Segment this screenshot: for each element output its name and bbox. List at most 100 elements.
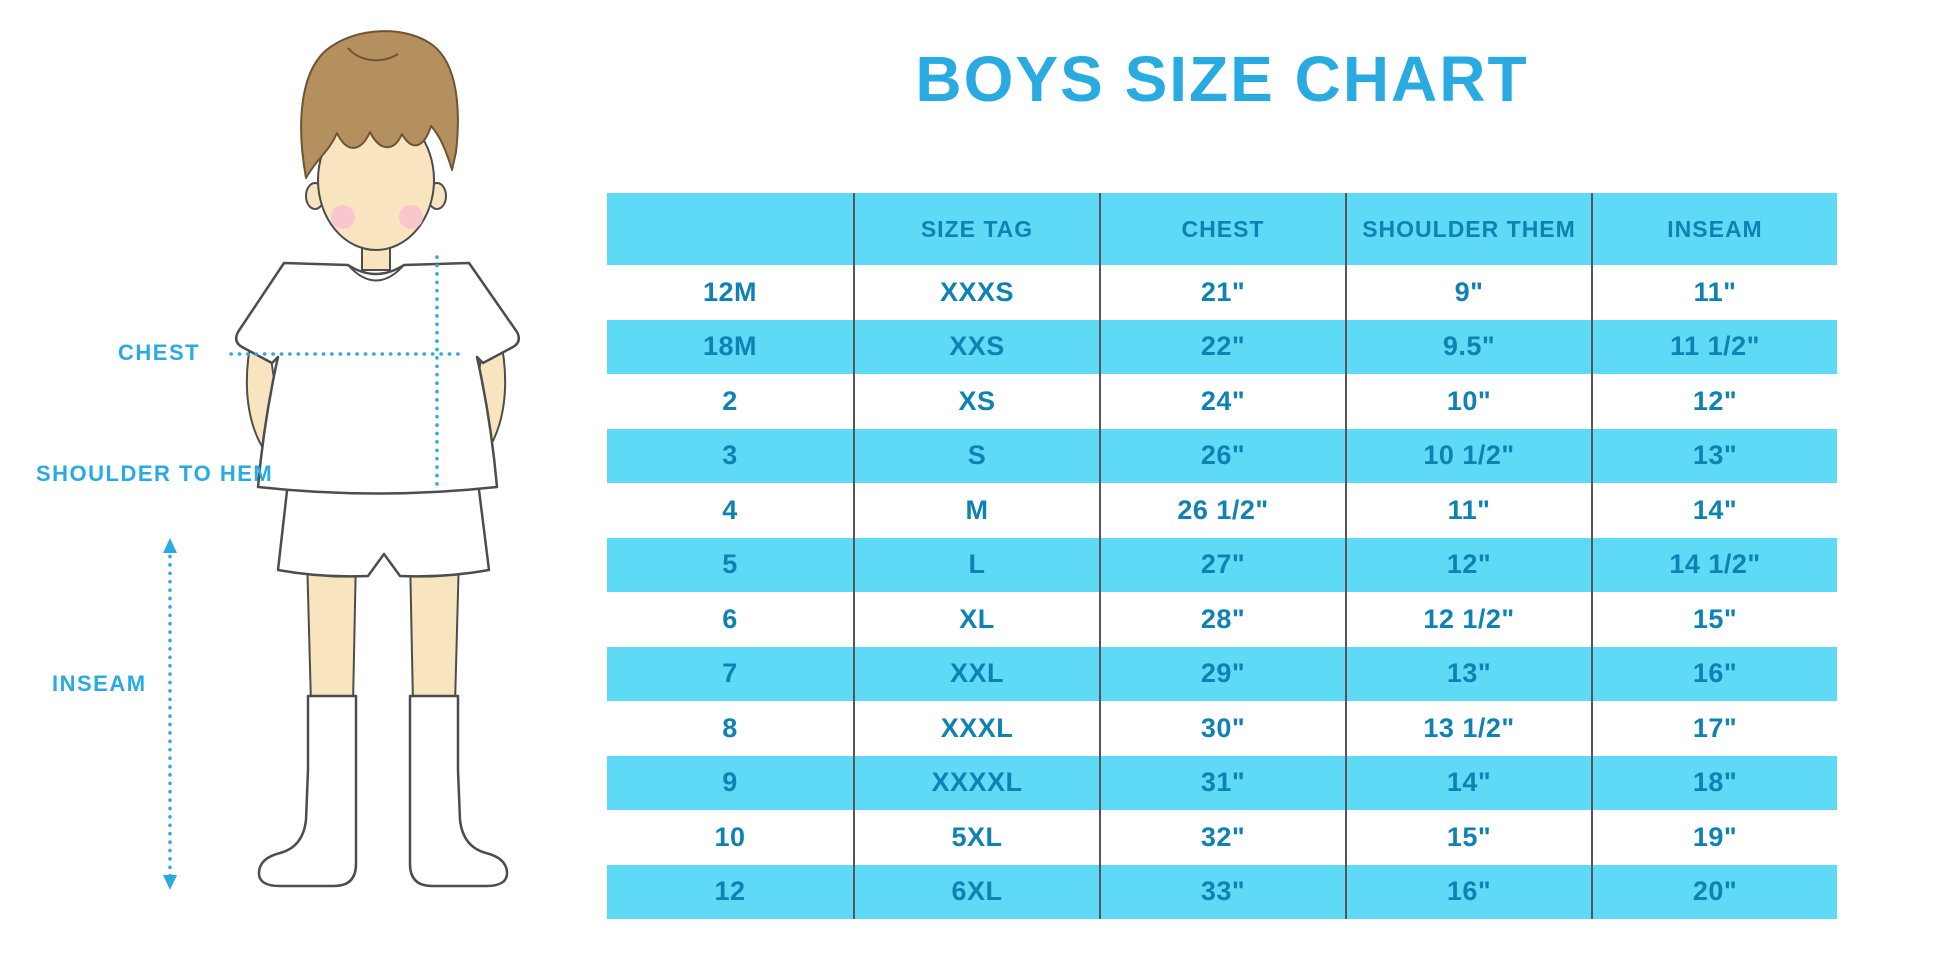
table-cell: S: [853, 428, 1099, 483]
table-cell: 13": [1591, 428, 1837, 483]
table-cell: 8: [722, 712, 738, 743]
column-header: INSEAM: [1591, 193, 1837, 265]
table-cell: 33": [1099, 864, 1345, 919]
table-cell: 13": [1345, 646, 1591, 701]
table-cell: 31": [1099, 755, 1345, 810]
table-cell: 18M: [702, 331, 758, 362]
table-cell: 15": [1345, 810, 1591, 865]
table-cell: 27": [1099, 537, 1345, 592]
boy-left-sock: [257, 694, 358, 888]
table-cell: 19": [1591, 810, 1837, 865]
table-row: 2 XS 24" 10" 12": [607, 374, 1837, 429]
table-cell: 9: [722, 767, 738, 798]
table-cell: 10 1/2": [1345, 428, 1591, 483]
table-cell: 17": [1591, 701, 1837, 756]
column-header: SIZE TAG: [853, 193, 1099, 265]
inseam-arrow-top-icon: [163, 538, 177, 553]
table-cell: 21": [1099, 265, 1345, 320]
table-cell: XXXS: [853, 265, 1099, 320]
table-cell: 16": [1591, 646, 1837, 701]
table-cell: XXS: [853, 319, 1099, 374]
boy-right-cheek: [399, 205, 423, 229]
table-row: 18M XXS 22" 9.5" 11 1/2": [607, 319, 1837, 374]
table-cell: 3: [722, 440, 738, 471]
table-cell: 16": [1345, 864, 1591, 919]
table-cell: XS: [853, 374, 1099, 429]
table-row: 9 XXXXL 31" 14" 18": [607, 755, 1837, 810]
chest-label: CHEST: [118, 340, 201, 365]
table-row: 8 XXXL 30" 13 1/2" 17": [607, 701, 1837, 756]
table-cell: XXL: [853, 646, 1099, 701]
boy-shirt: [234, 261, 521, 495]
table-cell: 22": [1099, 319, 1345, 374]
table-cell: 14 1/2": [1591, 537, 1837, 592]
boy-shirt-collar: [347, 264, 405, 282]
table-cell: 11 1/2": [1591, 319, 1837, 374]
boy-left-cheek: [331, 205, 355, 229]
table-cell: 10: [714, 821, 746, 852]
boy-hair-strand: [347, 47, 399, 62]
table-cell: 14": [1345, 755, 1591, 810]
table-cell: 12": [1345, 537, 1591, 592]
table-row: 7 XXL 29" 13" 16": [607, 646, 1837, 701]
table-cell: 11": [1345, 483, 1591, 538]
table-cell: 18": [1591, 755, 1837, 810]
table-cell: 11": [1591, 265, 1837, 320]
table-cell: 20": [1591, 864, 1837, 919]
table-cell: 6: [722, 603, 738, 634]
boy-hair: [300, 30, 459, 179]
size-table: SIZE TAG CHEST SHOULDER THEM INSEAM 12M XXXS 2…: [607, 193, 1837, 919]
table-cell: 29": [1099, 646, 1345, 701]
measurement-lines: [163, 255, 467, 890]
column-header: [607, 193, 853, 265]
table-row: 6 XL 28" 12 1/2" 15": [607, 592, 1837, 647]
shoulder-to-hem-label: SHOULDER TO HEM: [36, 461, 274, 486]
table-cell: 10": [1345, 374, 1591, 429]
table-row: 3 S 26" 10 1/2" 13": [607, 428, 1837, 483]
inseam-arrow-bottom-icon: [163, 875, 177, 890]
inseam-label: INSEAM: [52, 671, 147, 696]
table-cell: 13 1/2": [1345, 701, 1591, 756]
table-row: 12 6XL 33" 16" 20": [607, 864, 1837, 919]
table-cell: 15": [1591, 592, 1837, 647]
table-cell: 24": [1099, 374, 1345, 429]
boy-right-leg: [409, 555, 460, 705]
table-cell: 2: [722, 385, 738, 416]
table-cell: 28": [1099, 592, 1345, 647]
table-cell: 26": [1099, 428, 1345, 483]
table-cell: 12M: [702, 276, 758, 307]
table-cell: 6XL: [853, 864, 1099, 919]
table-cell: XXXXL: [853, 755, 1099, 810]
table-cell: 12 1/2": [1345, 592, 1591, 647]
table-cell: 7: [722, 658, 738, 689]
table-cell: 9.5": [1345, 319, 1591, 374]
table-row: 12M XXXS 21" 9" 11": [607, 265, 1837, 320]
boy-socks: [257, 694, 509, 888]
table-cell: XXXL: [853, 701, 1099, 756]
table-cell: 30": [1099, 701, 1345, 756]
boy-shorts: [276, 480, 491, 578]
boy-left-leg: [306, 555, 357, 705]
boy-legs: [306, 555, 460, 705]
table-cell: 4: [722, 494, 738, 525]
column-header: SHOULDER THEM: [1345, 193, 1591, 265]
table-cell: 5XL: [853, 810, 1099, 865]
table-cell: 26 1/2": [1099, 483, 1345, 538]
table-header-row: SIZE TAG CHEST SHOULDER THEM INSEAM: [607, 193, 1837, 265]
table-cell: XL: [853, 592, 1099, 647]
table-cell: 14": [1591, 483, 1837, 538]
table-cell: 5: [722, 549, 738, 580]
table-row: 4 M 26 1/2" 11" 14": [607, 483, 1837, 538]
table-cell: M: [853, 483, 1099, 538]
table-cell: 12: [714, 876, 746, 907]
boy-right-sock: [408, 694, 509, 888]
table-row: 10 5XL 32" 15" 19": [607, 810, 1837, 865]
table-cell: 32": [1099, 810, 1345, 865]
table-cell: L: [853, 537, 1099, 592]
column-header: CHEST: [1099, 193, 1345, 265]
page-title: BOYS SIZE CHART: [915, 43, 1529, 115]
table-cell: 9": [1345, 265, 1591, 320]
boy-illustration: [163, 30, 521, 890]
table-row: 5 L 27" 12" 14 1/2": [607, 537, 1837, 592]
